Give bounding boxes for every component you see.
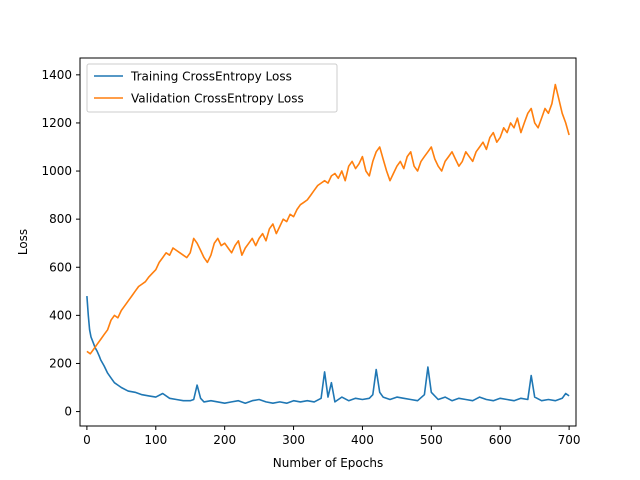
series-line-validation xyxy=(86,83,570,355)
plot-frame xyxy=(79,57,577,427)
legend: Training CrossEntropy Loss Validation Cr… xyxy=(86,63,338,113)
y-tick-label: 1400 xyxy=(41,68,72,82)
series-line-training xyxy=(86,296,570,405)
legend-box xyxy=(86,63,338,113)
x-tick-label: 700 xyxy=(558,433,581,447)
y-tick-label: 800 xyxy=(49,212,72,226)
y-axis-label: Loss xyxy=(16,229,30,255)
x-tick-label: 600 xyxy=(489,433,512,447)
x-axis-label: Number of Epochs xyxy=(273,456,383,470)
legend-label-validation: Validation CrossEntropy Loss xyxy=(131,92,304,106)
legend-label-training: Training CrossEntropy Loss xyxy=(130,70,292,84)
plot-lines xyxy=(86,83,570,405)
y-tick-label: 1200 xyxy=(41,116,72,130)
x-tick-label: 200 xyxy=(213,433,236,447)
x-tick-label: 0 xyxy=(83,433,91,447)
y-axis-ticks: 0 200 400 600 800 1000 1200 1400 xyxy=(41,68,80,419)
y-tick-label: 0 xyxy=(64,405,72,419)
y-tick-label: 400 xyxy=(49,308,72,322)
x-tick-label: 100 xyxy=(144,433,167,447)
y-tick-label: 200 xyxy=(49,356,72,370)
x-tick-label: 400 xyxy=(351,433,374,447)
x-tick-label: 500 xyxy=(420,433,443,447)
x-axis-ticks: 0 100 200 300 400 500 600 700 xyxy=(83,426,581,447)
x-tick-label: 300 xyxy=(282,433,305,447)
y-tick-label: 1000 xyxy=(41,164,72,178)
y-tick-label: 600 xyxy=(49,260,72,274)
